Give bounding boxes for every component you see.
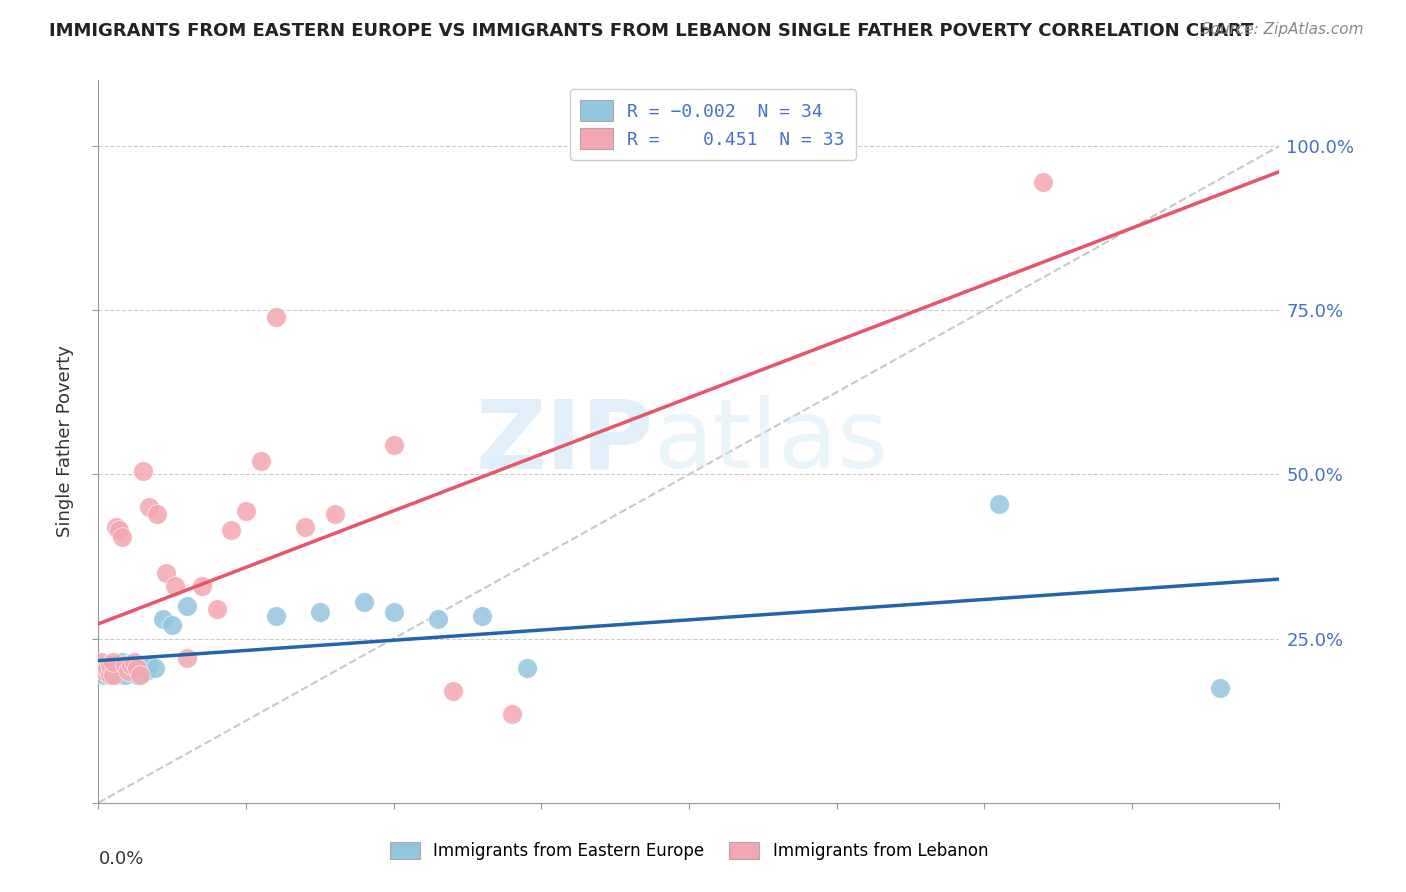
Point bbox=[117, 661, 139, 675]
Point bbox=[93, 667, 115, 681]
Text: atlas: atlas bbox=[654, 395, 889, 488]
Point bbox=[138, 500, 160, 515]
Point bbox=[323, 507, 346, 521]
Point bbox=[122, 655, 145, 669]
Point bbox=[165, 579, 187, 593]
Point bbox=[98, 661, 121, 675]
Point bbox=[98, 667, 121, 681]
Point bbox=[138, 657, 160, 672]
Point bbox=[111, 655, 134, 669]
Text: 0.0%: 0.0% bbox=[98, 850, 143, 868]
Point bbox=[191, 579, 214, 593]
Point bbox=[108, 665, 131, 679]
Point bbox=[264, 310, 287, 324]
Point bbox=[125, 667, 148, 681]
Point bbox=[176, 599, 198, 613]
Point bbox=[309, 605, 332, 619]
Point bbox=[93, 665, 115, 679]
Point bbox=[125, 661, 148, 675]
Point bbox=[96, 661, 118, 675]
Point bbox=[120, 657, 142, 672]
Point bbox=[132, 661, 155, 675]
Point bbox=[353, 595, 375, 609]
Point bbox=[427, 612, 450, 626]
Point bbox=[105, 520, 128, 534]
Point bbox=[103, 657, 125, 672]
Point bbox=[96, 665, 118, 679]
Point bbox=[128, 667, 150, 681]
Point bbox=[441, 684, 464, 698]
Point bbox=[108, 523, 131, 537]
Point bbox=[143, 661, 166, 675]
Point bbox=[235, 503, 257, 517]
Point bbox=[114, 667, 136, 681]
Point bbox=[501, 707, 523, 722]
Point bbox=[103, 655, 125, 669]
Point bbox=[111, 665, 134, 679]
Point bbox=[90, 655, 112, 669]
Point bbox=[205, 602, 228, 616]
Point bbox=[96, 657, 118, 672]
Point bbox=[132, 464, 155, 478]
Point bbox=[176, 651, 198, 665]
Text: Source: ZipAtlas.com: Source: ZipAtlas.com bbox=[1201, 22, 1364, 37]
Point bbox=[155, 566, 177, 580]
Y-axis label: Single Father Poverty: Single Father Poverty bbox=[56, 345, 75, 538]
Point bbox=[1032, 175, 1054, 189]
Point bbox=[382, 605, 405, 619]
Point bbox=[264, 608, 287, 623]
Point bbox=[146, 507, 169, 521]
Point bbox=[120, 665, 142, 679]
Legend: Immigrants from Eastern Europe, Immigrants from Lebanon: Immigrants from Eastern Europe, Immigran… bbox=[382, 835, 995, 867]
Text: ZIP: ZIP bbox=[475, 395, 654, 488]
Point bbox=[294, 520, 316, 534]
Point bbox=[382, 438, 405, 452]
Point bbox=[250, 454, 273, 468]
Point bbox=[988, 497, 1011, 511]
Point bbox=[103, 667, 125, 681]
Point bbox=[98, 657, 121, 672]
Point bbox=[90, 665, 112, 679]
Point bbox=[162, 618, 183, 632]
Point bbox=[152, 612, 174, 626]
Point bbox=[1209, 681, 1232, 695]
Point bbox=[122, 657, 145, 672]
Point bbox=[98, 667, 121, 681]
Point bbox=[111, 530, 134, 544]
Text: IMMIGRANTS FROM EASTERN EUROPE VS IMMIGRANTS FROM LEBANON SINGLE FATHER POVERTY : IMMIGRANTS FROM EASTERN EUROPE VS IMMIGR… bbox=[49, 22, 1254, 40]
Point bbox=[135, 665, 157, 679]
Point bbox=[114, 657, 136, 672]
Point bbox=[221, 523, 243, 537]
Point bbox=[103, 665, 125, 679]
Point bbox=[105, 661, 128, 675]
Point bbox=[105, 667, 128, 681]
Point bbox=[516, 661, 538, 675]
Point bbox=[117, 665, 139, 679]
Point bbox=[471, 608, 494, 623]
